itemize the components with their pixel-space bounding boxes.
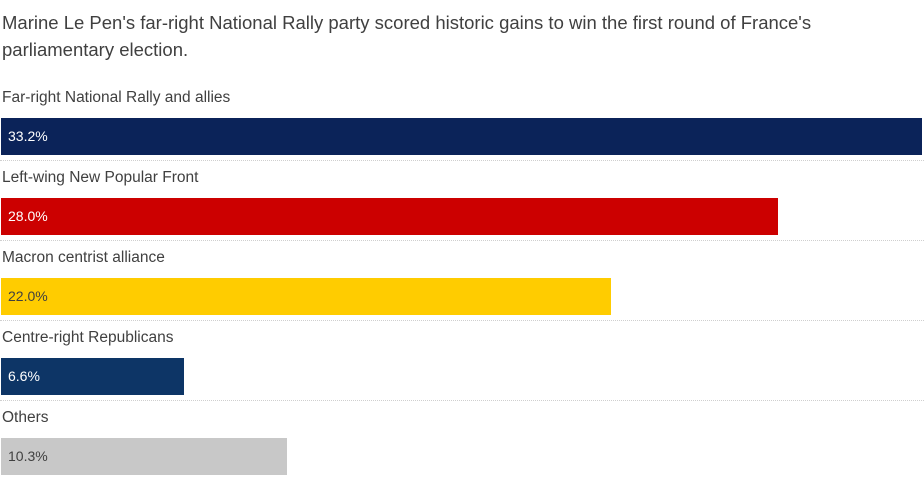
category-label: Far-right National Rally and allies <box>2 89 231 106</box>
chart-subtitle: Marine Le Pen's far-right National Rally… <box>2 12 812 60</box>
category-label: Left-wing New Popular Front <box>2 169 199 186</box>
row-divider <box>0 240 924 241</box>
bar: 10.3% <box>1 438 287 475</box>
row-divider <box>0 160 924 161</box>
bar: 28.0% <box>1 198 778 235</box>
bar-value-label: 6.6% <box>8 368 40 384</box>
row-divider <box>0 320 924 321</box>
bar-value-label: 33.2% <box>8 128 48 144</box>
bar-row: Centre-right Republicans 6.6% <box>0 322 924 402</box>
category-label: Macron centrist alliance <box>2 249 165 266</box>
bar: 6.6% <box>1 358 185 395</box>
bar-value-label: 22.0% <box>8 288 48 304</box>
bar-chart: Far-right National Rally and allies 33.2%… <box>0 82 924 482</box>
category-label: Others <box>2 409 49 426</box>
bar-value-label: 28.0% <box>8 208 48 224</box>
bar-row: Others 10.3% <box>0 402 924 482</box>
bar: 22.0% <box>1 278 612 315</box>
bar-value-label: 10.3% <box>8 448 48 464</box>
bar-row: Macron centrist alliance 22.0% <box>0 242 924 322</box>
bar-row: Far-right National Rally and allies 33.2% <box>0 82 924 162</box>
category-label: Centre-right Republicans <box>2 329 174 346</box>
bar-row: Left-wing New Popular Front 28.0% <box>0 162 924 242</box>
bar: 33.2% <box>1 118 922 155</box>
row-divider <box>0 400 924 401</box>
